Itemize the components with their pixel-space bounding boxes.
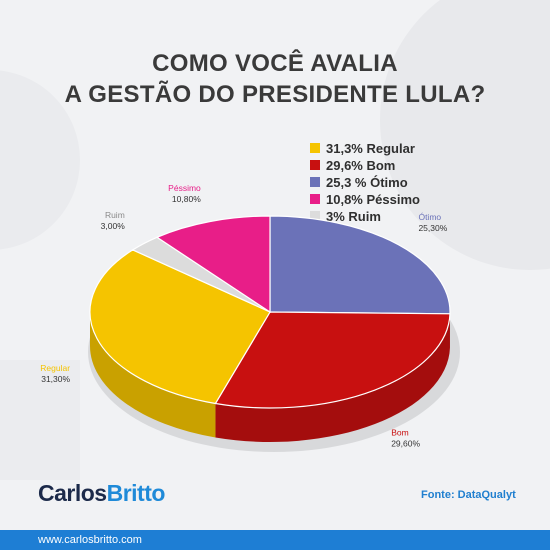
slice-label-ruim: Ruim [105,210,125,220]
legend-label-otimo: 25,3 % Ótimo [326,174,408,190]
slice-value-regular: 31,30% [41,374,70,384]
chart-title-line-2: A GESTÃO DO PRESIDENTE LULA? [64,81,486,108]
footer-bar: www.carlosbritto.com [0,530,550,550]
brand-logo: CarlosBritto [38,480,165,507]
legend-label-bom: 29,6% Bom [326,157,396,173]
slice-value-bom: 29,60% [391,439,420,449]
slice-label-regular: Regular [40,363,70,373]
chart-legend: 31,3% Regular 29,6% Bom 25,3 % Ótimo 10,… [310,140,420,225]
legend-label-ruim: 3% Ruim [326,208,381,224]
legend-swatch-otimo [310,177,320,187]
slice-label-péssimo: Péssimo [168,183,201,193]
legend-item-otimo: 25,3 % Ótimo [310,174,420,190]
legend-swatch-ruim [310,211,320,221]
legend-item-ruim: 3% Ruim [310,208,420,224]
legend-label-pessimo: 10,8% Péssimo [326,191,420,207]
source-note: Fonte: DataQualyt [421,489,516,501]
pie-slice-regular [89,249,271,405]
brand-logo-part-1: Carlos [38,480,107,506]
legend-swatch-pessimo [310,194,320,204]
footer-url: www.carlosbritto.com [38,534,142,546]
slice-value-ótimo: 25,30% [418,223,447,233]
legend-swatch-bom [310,160,320,170]
pie-side-regular [90,312,216,438]
slice-value-ruim: 3,00% [101,221,126,231]
chart-title: COMO VOCÊ AVALIA A GESTÃO DO PRESIDENTE … [0,48,550,110]
pie-slice-bom [214,311,451,409]
slice-label-ótimo: Ótimo [418,212,441,222]
brand-logo-part-2: Britto [106,480,166,506]
legend-label-regular: 31,3% Regular [326,140,415,156]
legend-swatch-regular [310,143,320,153]
legend-item-regular: 31,3% Regular [310,140,420,156]
slice-value-péssimo: 10,80% [172,194,201,204]
legend-item-pessimo: 10,8% Péssimo [310,191,420,207]
pie-side-bom [215,313,450,443]
slice-label-bom: Bom [391,428,408,438]
chart-title-line-1: COMO VOCÊ AVALIA [152,50,398,77]
pie-slice-ótimo [269,215,451,315]
legend-item-bom: 29,6% Bom [310,157,420,173]
pie-slice-péssimo [155,215,271,314]
